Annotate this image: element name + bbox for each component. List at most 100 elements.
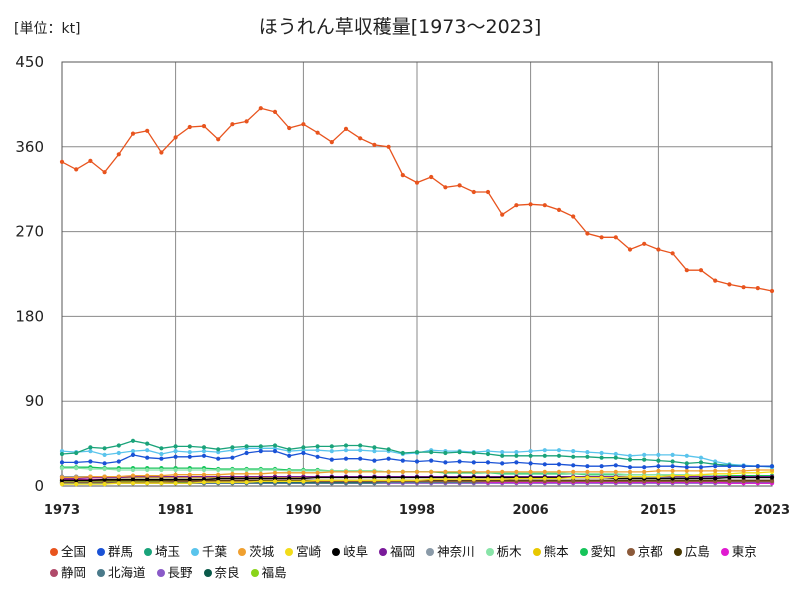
data-point [272,470,278,475]
data-point [88,474,93,479]
data-point [429,174,434,180]
data-point [145,441,150,446]
data-point [244,476,249,481]
data-point [727,468,732,473]
data-point [613,469,618,474]
data-point [343,456,349,461]
data-point [329,444,334,449]
data-point [684,476,689,481]
data-point [713,278,718,283]
data-point [769,464,775,469]
data-point [670,464,675,469]
legend-item: 岐阜 [332,541,368,562]
data-point [443,469,448,474]
data-point [201,124,207,129]
legend-item: 奈良 [203,562,240,583]
legend-label: 熊本 [543,544,569,559]
data-point [627,469,633,474]
data-point [244,444,249,449]
x-tick-label: 2015 [640,503,676,518]
data-point [500,469,505,474]
data-point [627,453,633,458]
data-point [358,456,363,461]
data-point [358,443,363,448]
data-point [542,476,547,481]
data-point [301,122,306,127]
data-point [315,478,320,483]
data-point [514,203,519,208]
data-point [201,445,207,450]
data-point [755,479,760,484]
legend-marker [50,548,58,556]
data-point [571,469,576,474]
data-point [159,481,164,486]
data-point [500,212,505,217]
data-point [88,466,93,472]
data-point [571,449,576,454]
data-point [230,122,235,127]
data-point [684,453,689,458]
data-point [74,167,79,172]
data-point [642,465,647,470]
data-point [116,152,121,157]
data-point [102,452,107,457]
data-point [159,477,164,482]
data-point [443,450,448,456]
data-point [514,469,519,474]
data-point [585,475,590,480]
data-point [613,451,618,457]
data-point [613,235,618,240]
data-point [698,268,704,273]
legend-marker [238,548,247,556]
data-point [769,479,775,484]
data-point [485,460,491,465]
data-point [74,460,79,465]
data-point [287,447,292,452]
data-point [684,465,689,470]
data-point [485,189,491,195]
legend-item: 京都 [626,541,663,562]
data-point [315,444,320,449]
x-tick-label: 1990 [285,503,321,518]
data-point [443,477,448,482]
data-point [159,473,164,478]
data-point [656,474,661,479]
data-point [642,452,647,457]
y-tick-label: 360 [15,138,44,156]
legend-item: 茨城 [238,541,274,562]
legend-marker [720,548,729,556]
legend-item: 栃木 [485,541,522,562]
data-point [88,478,93,483]
data-point [230,476,235,481]
data-point [698,468,704,473]
data-point [230,480,235,485]
data-point [201,480,207,485]
data-point [613,475,618,480]
data-point [599,479,604,484]
data-point [343,448,349,453]
data-point [400,450,405,456]
data-point [102,466,107,472]
data-point [159,150,164,155]
data-point [684,461,689,466]
data-point [173,449,178,454]
data-point [485,469,491,474]
data-point [542,469,547,474]
data-point [429,477,434,482]
data-point [528,453,533,458]
data-point [216,467,221,473]
data-point [145,477,150,482]
data-point [656,247,661,252]
data-point [500,461,505,466]
data-point [571,463,576,468]
data-point [102,170,107,175]
data-point [244,467,249,473]
legend-label: 埼玉 [155,544,181,559]
data-point [145,455,150,460]
data-point [187,454,192,459]
data-point [698,476,704,481]
data-point [159,456,164,461]
data-point [727,282,732,287]
legend-marker [579,548,588,556]
data-point [755,464,760,469]
